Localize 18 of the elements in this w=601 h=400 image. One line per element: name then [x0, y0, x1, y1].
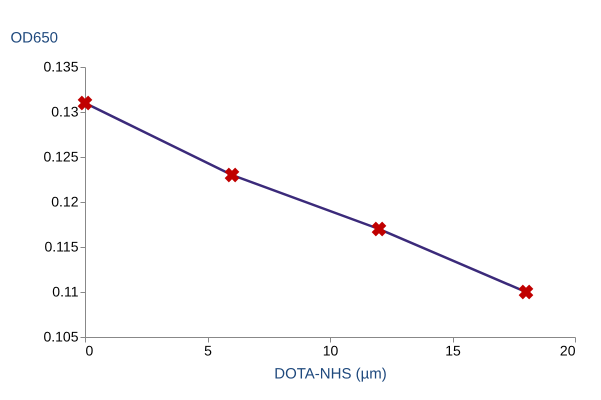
y-tick-label: 0.12 [51, 194, 79, 210]
x-axis-title: DOTA-NHS (µm) [274, 366, 387, 382]
point [518, 284, 534, 300]
y-tick-label: 0.135 [43, 58, 79, 74]
x-tick-label: 10 [322, 342, 338, 358]
point [78, 96, 92, 110]
y-axis-title: OD650 [10, 30, 58, 46]
y-tick-label: 0.11 [52, 284, 79, 300]
x-tick-label: 5 [204, 342, 212, 358]
point [372, 222, 386, 236]
x-tick-label: 0 [86, 342, 94, 358]
y-tick-label: 0.125 [43, 148, 79, 164]
x-tick-label: 15 [445, 342, 461, 358]
point [224, 168, 240, 182]
y-tick-label: 0.105 [43, 328, 79, 344]
y-tick-label: 0.13 [51, 104, 79, 120]
y-tick-label: 0.115 [44, 238, 79, 254]
x-tick-label: 20 [560, 342, 576, 358]
